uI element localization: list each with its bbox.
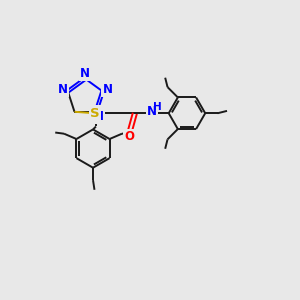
- Text: O: O: [124, 130, 135, 143]
- Text: S: S: [90, 107, 100, 120]
- Text: N: N: [103, 83, 112, 96]
- Text: H: H: [153, 102, 162, 112]
- Text: N: N: [147, 105, 157, 118]
- Text: N: N: [80, 67, 90, 80]
- Text: N: N: [94, 110, 104, 123]
- Text: N: N: [58, 83, 68, 96]
